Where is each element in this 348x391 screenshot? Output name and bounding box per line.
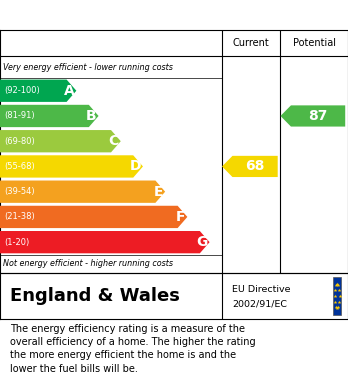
Text: EU Directive: EU Directive — [232, 285, 291, 294]
Text: (39-54): (39-54) — [4, 187, 35, 196]
Polygon shape — [0, 181, 165, 203]
Text: 2002/91/EC: 2002/91/EC — [232, 300, 287, 309]
Text: Not energy efficient - higher running costs: Not energy efficient - higher running co… — [3, 259, 174, 268]
Text: (69-80): (69-80) — [4, 137, 35, 146]
Polygon shape — [222, 156, 278, 177]
Polygon shape — [0, 206, 187, 228]
Text: (92-100): (92-100) — [4, 86, 40, 95]
Text: The energy efficiency rating is a measure of the
overall efficiency of a home. T: The energy efficiency rating is a measur… — [10, 324, 256, 374]
Text: (55-68): (55-68) — [4, 162, 35, 171]
Bar — [333, 277, 341, 315]
Text: 68: 68 — [245, 160, 265, 174]
Polygon shape — [0, 231, 209, 253]
Text: Energy Efficiency Rating: Energy Efficiency Rating — [7, 7, 228, 23]
Polygon shape — [0, 155, 143, 178]
Polygon shape — [0, 80, 76, 102]
Text: England & Wales: England & Wales — [10, 287, 180, 305]
Text: Current: Current — [233, 38, 270, 48]
Text: Potential: Potential — [293, 38, 336, 48]
Text: E: E — [153, 185, 163, 199]
Text: D: D — [129, 160, 141, 174]
Text: (21-38): (21-38) — [4, 212, 35, 221]
Text: F: F — [176, 210, 185, 224]
Text: A: A — [64, 84, 74, 98]
Polygon shape — [0, 130, 121, 152]
Text: 87: 87 — [308, 109, 328, 123]
Polygon shape — [280, 105, 345, 127]
Text: Very energy efficient - lower running costs: Very energy efficient - lower running co… — [3, 63, 173, 72]
Text: G: G — [196, 235, 207, 249]
Text: C: C — [109, 134, 119, 148]
Text: B: B — [86, 109, 96, 123]
Text: (1-20): (1-20) — [4, 238, 30, 247]
Polygon shape — [0, 105, 98, 127]
Text: (81-91): (81-91) — [4, 111, 35, 120]
